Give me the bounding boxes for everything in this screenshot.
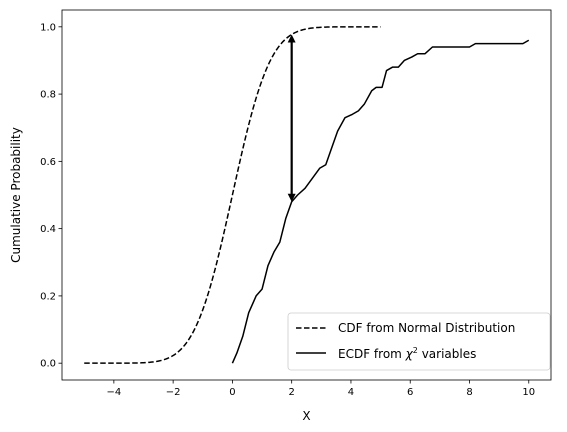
x-tick-label: 8 xyxy=(466,387,472,398)
x-tick-label: 6 xyxy=(407,387,413,398)
legend-entry-normal-cdf: CDF from Normal Distribution xyxy=(338,321,515,335)
y-axis-label: Cumulative Probability xyxy=(9,127,23,263)
legend-box xyxy=(287,312,551,371)
series-line-normal-cdf xyxy=(84,26,381,364)
legend-entry-ecdf: ECDF from χ2 variables xyxy=(338,346,476,361)
x-tick-label: −2 xyxy=(166,387,181,398)
y-tick-label: 1.0 xyxy=(40,22,56,33)
x-tick-label: 0 xyxy=(229,387,235,398)
plot-area xyxy=(84,26,530,364)
y-tick-label: 0.4 xyxy=(40,224,56,235)
x-tick-label: 4 xyxy=(348,387,354,398)
series-line-ecdf xyxy=(231,39,530,364)
y-tick-label: 0.2 xyxy=(40,291,56,302)
y-tick-label: 0.0 xyxy=(40,359,56,370)
y-axis-ticks: 0.0 0.2 0.4 0.6 0.8 1.0 xyxy=(40,22,62,370)
y-tick-label: 0.6 xyxy=(40,157,56,168)
legend: CDF from Normal Distribution ECDF from χ… xyxy=(287,312,551,371)
x-tick-label: 2 xyxy=(288,387,294,398)
axes-frame xyxy=(61,9,552,381)
x-tick-label: 10 xyxy=(522,387,535,398)
x-axis-ticks: −4 −2 0 2 4 6 8 10 xyxy=(106,380,535,398)
x-tick-label: −4 xyxy=(106,387,121,398)
x-axis-label: X xyxy=(302,409,310,423)
y-tick-label: 0.8 xyxy=(40,90,56,101)
